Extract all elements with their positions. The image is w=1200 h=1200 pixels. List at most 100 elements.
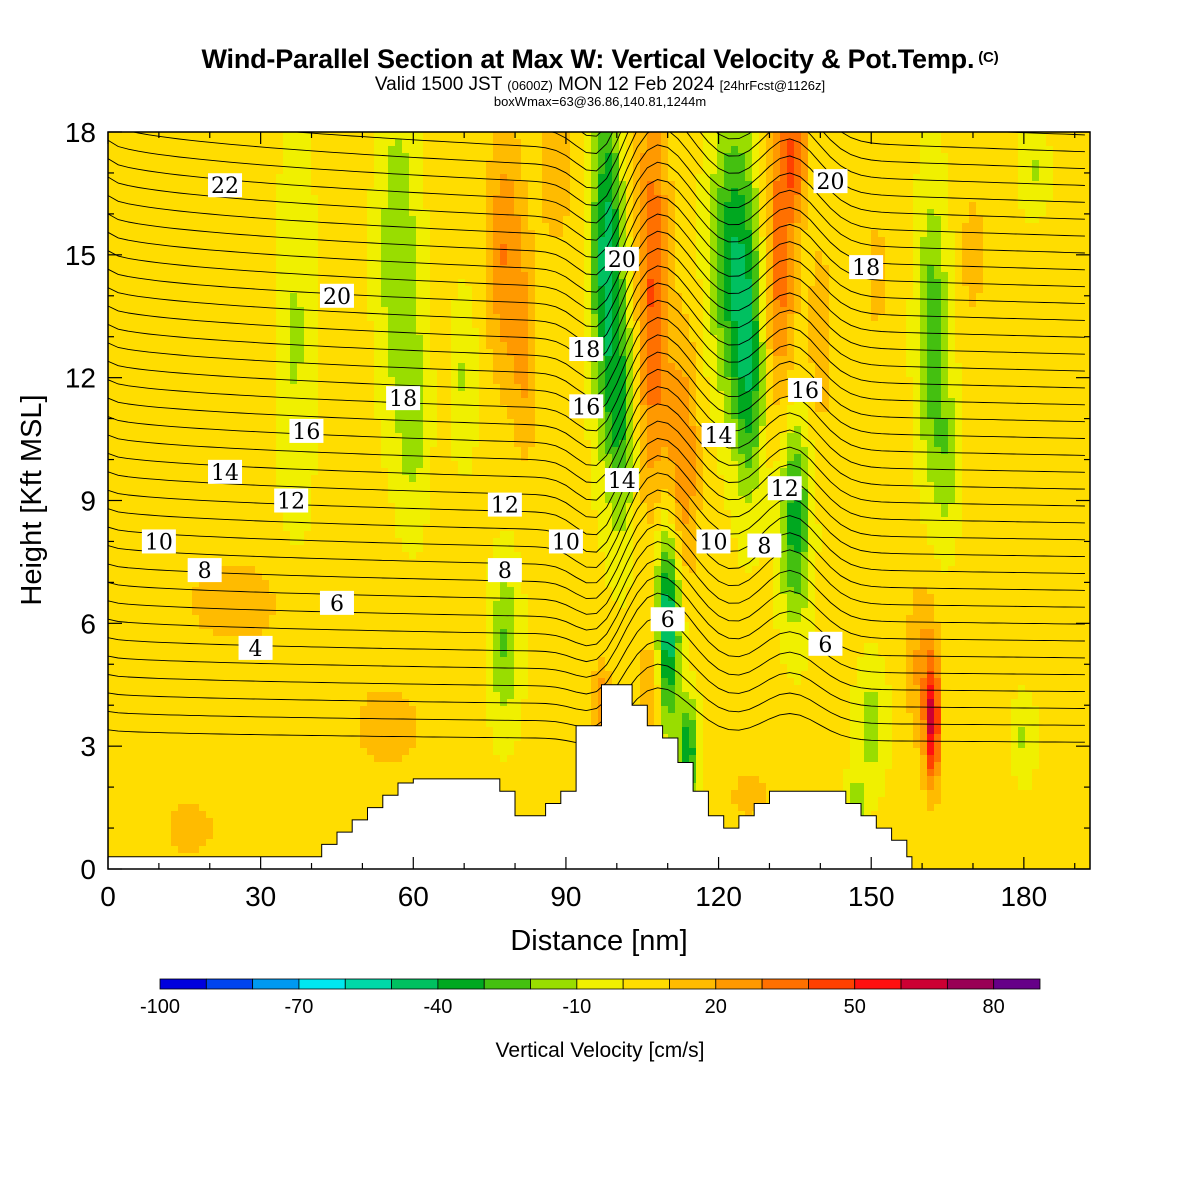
x-tick-labels: 0 30 60 90 120 150 180: [100, 881, 1047, 912]
theta-isentrope: [108, 541, 1085, 631]
theta-label-text: 20: [608, 248, 636, 273]
theta-isentrope: [108, 132, 1085, 224]
theta-label: 22: [208, 173, 243, 199]
terrain-profile: [107, 684, 913, 870]
theta-isentrope: [108, 420, 1085, 518]
theta-label: 4: [238, 635, 273, 662]
theta-label-text: 10: [552, 530, 580, 555]
theta-label-text: 18: [572, 338, 600, 363]
theta-isentrope: [131, 132, 1085, 189]
colorbar: [159, 978, 1041, 990]
theta-isentrope: [108, 161, 1085, 258]
colorbar-tick-label: -70: [284, 996, 313, 1018]
theta-isentrope: [108, 489, 1085, 584]
colorbar-swatch: [437, 978, 485, 990]
theta-label: 20: [604, 246, 639, 273]
theta-label-text: 6: [818, 633, 832, 658]
theta-label-text: 6: [661, 608, 675, 633]
theta-isentrope: [290, 132, 1085, 172]
theta-isentrope: [108, 640, 1085, 712]
colorbar-swatch: [576, 978, 624, 990]
theta-isentrope: [108, 455, 1085, 553]
theta-label-text: 12: [277, 490, 305, 515]
x-axis-label: Distance [nm]: [510, 925, 687, 957]
colorbar-swatch: [298, 978, 346, 990]
theta-label: 14: [208, 459, 243, 486]
theta-label-text: 20: [323, 285, 351, 310]
theta-label-text: 16: [292, 420, 320, 445]
theta-isentrope: [108, 179, 1085, 276]
y-tick-label: 0: [80, 854, 96, 885]
theta-isentrope: [108, 24, 1085, 119]
theta-isentrope: [108, 592, 1085, 678]
theta-label: 18: [386, 386, 421, 412]
theta-label: 10: [141, 529, 176, 555]
theta-label: 18: [569, 337, 604, 363]
theta-label: 6: [319, 590, 354, 617]
theta-isentrope: [108, 506, 1085, 600]
theta-isentrope: [108, 144, 1085, 241]
theta-contour-labels: 22 20 18 16 14 12 10 8 6 4 20 18 16 14 12 10 8 6 10 8 12 14 16…: [141, 169, 884, 662]
colorbar-swatch: [808, 978, 856, 990]
theta-isentrope: [108, 7, 1085, 102]
theta-label: 16: [569, 394, 604, 420]
theta-label-text: 12: [771, 477, 799, 502]
theta-label: 8: [187, 558, 222, 584]
theta-isentrope: [108, 132, 1085, 206]
theta-isentrope: [550, 132, 1085, 154]
theta-label-text: 20: [817, 170, 845, 195]
y-tick-label: 9: [80, 486, 96, 517]
colorbar-swatch: [391, 978, 439, 990]
theta-isentrope: [108, 282, 1085, 380]
theta-isentrope: [108, 196, 1085, 293]
theta-label: 12: [767, 476, 802, 502]
theta-label: 8: [487, 558, 522, 584]
y-tick-label: 3: [80, 731, 96, 762]
axis-ticks: [107, 131, 1090, 870]
theta-label: 6: [650, 607, 685, 633]
theta-label-text: 8: [498, 559, 512, 584]
theta-label-text: 18: [852, 256, 880, 281]
theta-label-text: 22: [211, 174, 239, 199]
theta-isentrope: [108, 403, 1085, 501]
theta-isentrope: [108, 368, 1085, 466]
colorbar-swatch: [854, 978, 902, 990]
colorbar-tick-label: -100: [140, 996, 180, 1018]
theta-label: 16: [289, 418, 324, 445]
theta-label: 6: [808, 631, 843, 658]
colorbar-swatch: [993, 978, 1041, 990]
colorbar-tick-label: -40: [423, 996, 452, 1018]
colorbar-swatch: [669, 978, 717, 990]
theta-isentrope: [108, 558, 1085, 647]
colorbar-swatch: [761, 978, 809, 990]
x-tick-label: 30: [245, 881, 276, 912]
theta-label: 12: [487, 492, 522, 519]
theta-isentrope: [108, 334, 1085, 432]
colorbar-swatch: [205, 978, 254, 990]
theta-label: 10: [696, 529, 731, 555]
theta-label: 18: [849, 255, 884, 281]
theta-isentrope: [580, 132, 1085, 137]
theta-isentrope: [108, 437, 1085, 536]
theta-label: 8: [747, 533, 782, 560]
theta-label-text: 12: [491, 494, 519, 519]
x-tick-label: 150: [848, 881, 895, 912]
theta-isentrope: [108, 386, 1085, 484]
x-tick-label: 60: [398, 881, 429, 912]
y-tick-label: 18: [65, 117, 96, 148]
theta-label-text: 14: [608, 469, 636, 494]
colorbar-tick-labels: -100 -70 -40 -10 20 50 80: [140, 996, 1005, 1018]
theta-isentrope: [108, 472, 1085, 568]
theta-label-text: 6: [330, 592, 344, 617]
colorbar-swatch: [483, 978, 531, 990]
colorbar-label: Vertical Velocity [cm/s]: [496, 1039, 705, 1062]
x-tick-label: 0: [100, 881, 116, 912]
chart-subtitle: Valid 1500 JST (0600Z) MON 12 Feb 2024 […: [374, 74, 826, 95]
colorbar-tick-label: 80: [983, 996, 1005, 1018]
y-tick-label: 12: [65, 363, 96, 394]
theta-label-text: 8: [198, 559, 212, 584]
theta-isentrope: [108, 0, 1085, 67]
theta-label: 10: [548, 529, 583, 555]
x-tick-label: 90: [550, 881, 581, 912]
